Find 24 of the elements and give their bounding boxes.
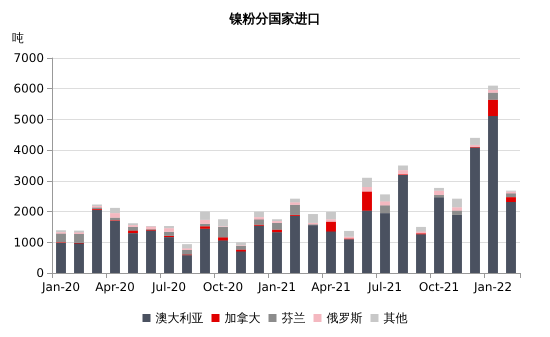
y-tick-label: 1000 <box>13 235 44 250</box>
chart-title: 镍粉分国家进口 <box>228 11 320 27</box>
y-tick-label: 5000 <box>13 112 44 126</box>
y-tick-label: 6000 <box>13 82 44 96</box>
x-tick-label: Apr-21 <box>311 280 351 294</box>
y-tick-label: 7000 <box>13 51 44 65</box>
x-tick-label: Jan-20 <box>40 280 80 294</box>
y-tick-label: 3000 <box>13 174 44 188</box>
y-axis-title: 吨 <box>12 31 24 45</box>
legend-label: 澳大利亚 <box>156 311 204 325</box>
x-tick-label: Oct-20 <box>202 280 244 294</box>
x-tick-label: Oct-21 <box>418 280 460 294</box>
legend-label: 其他 <box>384 311 408 325</box>
x-tick-label: Jan-21 <box>256 280 296 294</box>
legend-label: 俄罗斯 <box>326 311 362 325</box>
x-tick-label: Jul-21 <box>366 280 402 294</box>
y-tick-label: 0 <box>36 266 44 280</box>
x-tick-label: Jan-22 <box>472 280 512 294</box>
y-tick-label: 2000 <box>13 204 44 219</box>
y-tick-label: 4000 <box>13 143 44 158</box>
legend-label: 芬兰 <box>282 311 306 325</box>
x-tick-label: Jul-20 <box>150 280 186 294</box>
legend-label: 加拿大 <box>224 311 260 325</box>
x-tick-label: Apr-20 <box>95 280 135 294</box>
